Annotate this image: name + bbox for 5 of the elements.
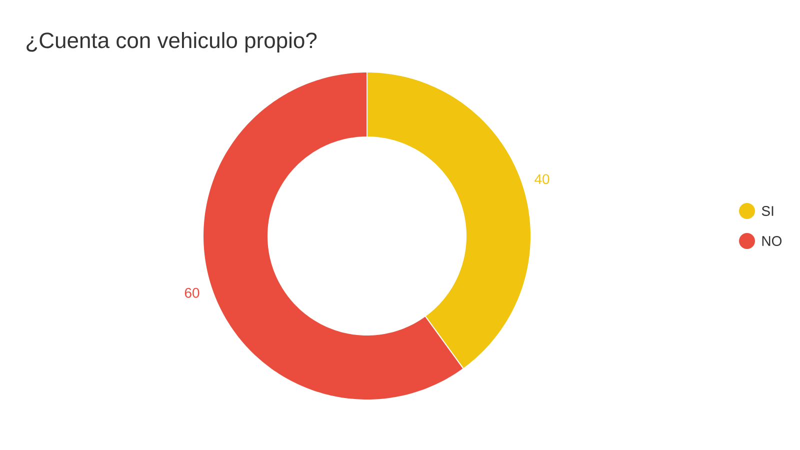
data-label: 60 bbox=[184, 288, 200, 298]
legend-label: NO bbox=[762, 236, 782, 246]
legend-label: SI bbox=[762, 206, 774, 216]
data-label: 40 bbox=[534, 174, 550, 184]
chart-title: ¿Cuenta con vehiculo propio? bbox=[26, 32, 317, 53]
